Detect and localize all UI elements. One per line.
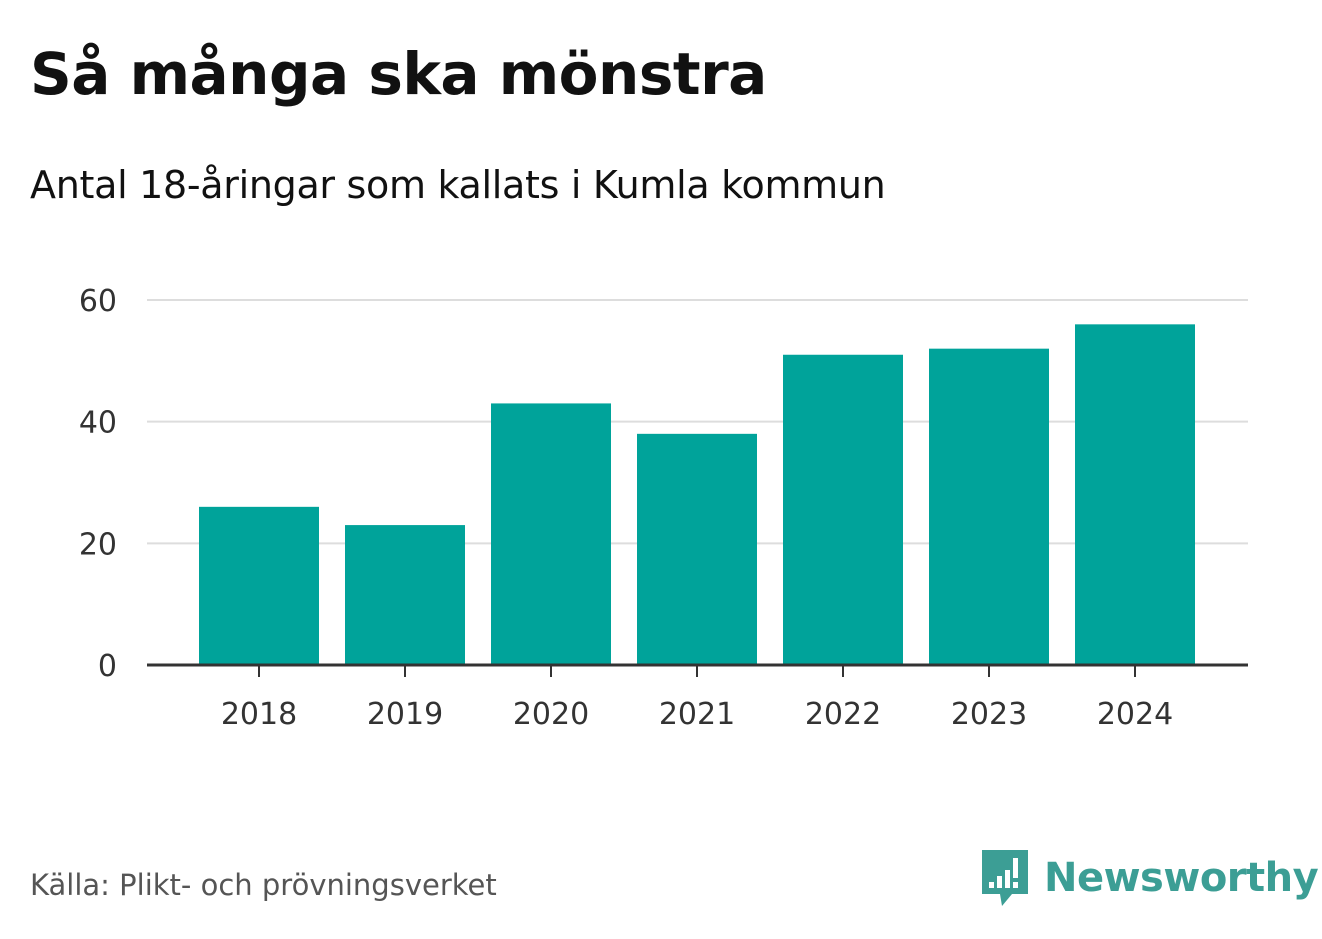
y-tick-label-0: 0 (98, 649, 117, 684)
y-tick-label-20: 20 (79, 527, 117, 562)
tick-labels: 0 20 40 60 2018 2019 2020 2021 2022 2023 2024 (79, 284, 1173, 732)
bar-2019 (345, 525, 465, 665)
bar-2020 (491, 403, 611, 665)
x-tick-label-2021: 2021 (659, 697, 735, 732)
x-tick-label-2019: 2019 (367, 697, 443, 732)
bar-2022 (783, 354, 903, 665)
bar-2018 (199, 506, 319, 665)
source-note: Källa: Plikt- och prövningsverket (30, 868, 497, 902)
x-tick-label-2024: 2024 (1097, 697, 1173, 732)
y-tick-label-40: 40 (79, 406, 117, 441)
x-tick-label-2022: 2022 (805, 697, 881, 732)
brand-logo[interactable]: Newsworthy (980, 848, 1319, 908)
bars (199, 324, 1195, 665)
y-tick-label-60: 60 (79, 284, 117, 319)
chart-title: Så många ska mönstra (30, 40, 767, 108)
bar-2023 (929, 348, 1049, 665)
bar-2021 (637, 433, 757, 665)
x-tick-label-2020: 2020 (513, 697, 589, 732)
x-tick-label-2023: 2023 (951, 697, 1027, 732)
brand-name: Newsworthy (1044, 855, 1319, 901)
chart-subtitle: Antal 18-åringar som kallats i Kumla kom… (30, 163, 886, 207)
bar-2024 (1075, 324, 1195, 665)
x-tick-label-2018: 2018 (221, 697, 297, 732)
axes (147, 663, 1248, 677)
newsworthy-logo-icon (982, 850, 1028, 906)
